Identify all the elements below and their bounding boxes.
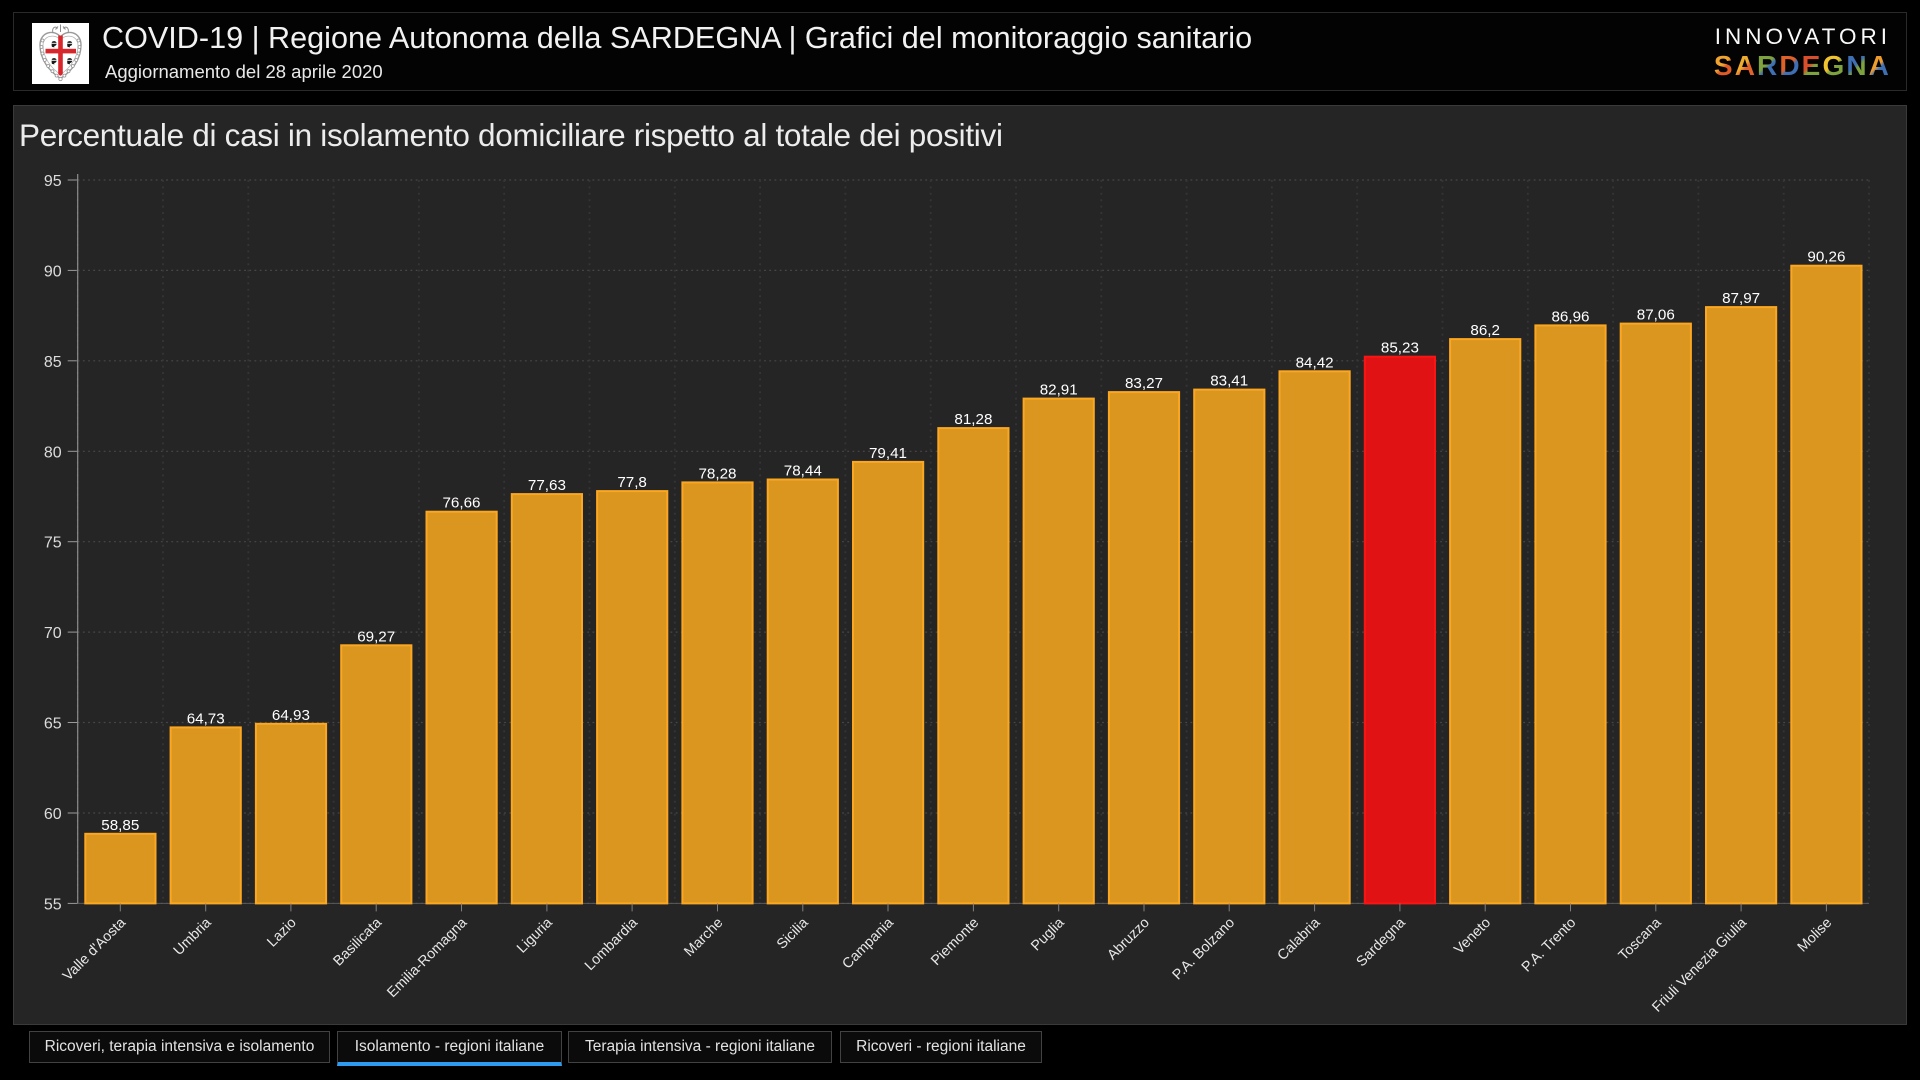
svg-text:Campania: Campania [839,915,896,972]
svg-text:Emilia-Romagna: Emilia-Romagna [384,915,470,1001]
svg-text:90: 90 [44,263,62,280]
svg-text:83,27: 83,27 [1125,375,1163,392]
svg-text:Valle d'Aosta: Valle d'Aosta [60,915,129,984]
svg-text:Puglia: Puglia [1028,915,1067,954]
svg-text:Lazio: Lazio [264,915,300,951]
svg-text:86,2: 86,2 [1470,322,1500,339]
svg-text:90,26: 90,26 [1807,249,1845,266]
svg-text:79,41: 79,41 [869,445,907,462]
svg-text:65: 65 [44,716,62,733]
svg-text:77,8: 77,8 [617,474,647,491]
svg-text:Sicilia: Sicilia [774,915,812,953]
svg-text:78,28: 78,28 [698,465,736,482]
svg-text:Piemonte: Piemonte [928,915,982,969]
svg-text:Marche: Marche [681,915,726,960]
svg-text:Molise: Molise [1795,915,1836,956]
svg-text:55: 55 [44,896,62,913]
svg-text:P.A. Trento: P.A. Trento [1519,915,1580,976]
svg-text:64,73: 64,73 [187,710,225,727]
svg-text:85,23: 85,23 [1381,340,1419,357]
svg-text:Calabria: Calabria [1274,915,1323,964]
svg-text:Basilicata: Basilicata [330,915,385,970]
svg-text:60: 60 [44,806,62,823]
svg-text:87,97: 87,97 [1722,290,1760,307]
svg-text:77,63: 77,63 [528,477,566,494]
svg-text:Liguria: Liguria [514,915,556,957]
svg-text:95: 95 [44,173,62,190]
svg-text:82,91: 82,91 [1040,382,1078,399]
svg-text:83,41: 83,41 [1210,373,1248,390]
svg-text:Umbria: Umbria [171,915,215,959]
svg-text:86,96: 86,96 [1551,308,1589,325]
svg-text:75: 75 [44,535,62,552]
svg-text:Toscana: Toscana [1616,915,1665,964]
svg-text:76,66: 76,66 [442,495,480,512]
svg-text:78,44: 78,44 [784,463,822,480]
svg-text:Sardegna: Sardegna [1354,915,1409,970]
svg-text:P.A. Bolzano: P.A. Bolzano [1170,915,1238,983]
svg-text:Veneto: Veneto [1451,915,1494,958]
svg-text:Friuli Venezia Giulia: Friuli Venezia Giulia [1649,915,1750,1016]
svg-text:64,93: 64,93 [272,707,310,724]
svg-text:84,42: 84,42 [1296,354,1334,371]
svg-text:Lombardia: Lombardia [582,915,641,974]
svg-text:85: 85 [44,354,62,371]
svg-text:58,85: 58,85 [101,817,139,834]
svg-text:70: 70 [44,625,62,642]
svg-text:80: 80 [44,444,62,461]
svg-text:69,27: 69,27 [357,628,395,645]
svg-text:81,28: 81,28 [954,411,992,428]
svg-text:87,06: 87,06 [1637,307,1675,324]
svg-text:Abruzzo: Abruzzo [1104,915,1152,963]
